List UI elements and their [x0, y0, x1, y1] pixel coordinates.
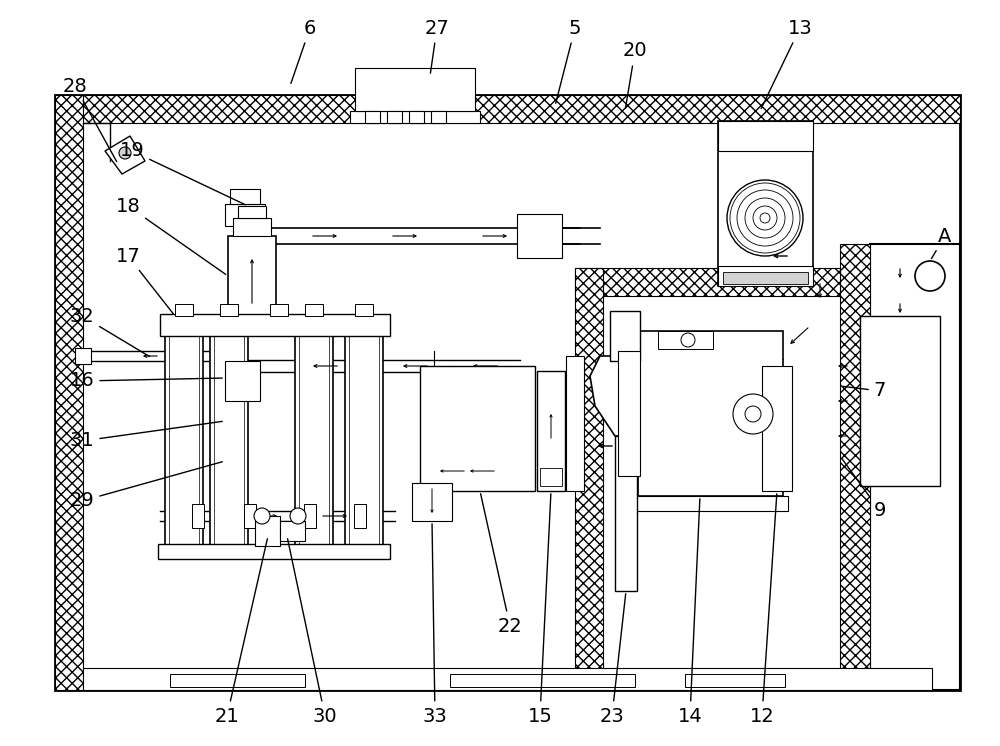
- Bar: [365, 111, 380, 123]
- Bar: [633, 496, 788, 511]
- Circle shape: [733, 394, 773, 434]
- Bar: [55, 95, 83, 690]
- Text: 23: 23: [600, 594, 626, 726]
- Bar: [860, 316, 940, 486]
- Bar: [412, 483, 452, 521]
- Text: 29: 29: [70, 462, 222, 510]
- Bar: [238, 206, 266, 218]
- Bar: [762, 366, 792, 491]
- Bar: [575, 268, 840, 296]
- Bar: [220, 304, 238, 316]
- Bar: [175, 304, 193, 316]
- Text: 30: 30: [288, 539, 337, 726]
- Text: 19: 19: [120, 142, 245, 205]
- Bar: [75, 348, 91, 364]
- Bar: [870, 244, 960, 690]
- Polygon shape: [105, 136, 145, 174]
- Bar: [214, 335, 244, 547]
- Bar: [537, 371, 565, 491]
- Bar: [718, 266, 813, 286]
- Circle shape: [290, 508, 306, 524]
- Text: 31: 31: [70, 421, 222, 451]
- Bar: [409, 111, 424, 123]
- Text: 16: 16: [70, 372, 222, 390]
- Bar: [160, 314, 390, 336]
- Circle shape: [745, 406, 761, 422]
- Bar: [349, 335, 379, 547]
- Bar: [169, 335, 199, 547]
- Text: 21: 21: [215, 539, 267, 726]
- Bar: [55, 95, 960, 690]
- Text: 22: 22: [481, 494, 522, 636]
- Circle shape: [119, 147, 131, 159]
- Bar: [305, 304, 323, 316]
- Text: 12: 12: [750, 494, 777, 726]
- Bar: [225, 361, 260, 401]
- Bar: [192, 504, 204, 528]
- Bar: [420, 366, 535, 491]
- Bar: [233, 218, 271, 236]
- Bar: [350, 111, 480, 123]
- Bar: [299, 335, 329, 547]
- Bar: [345, 331, 383, 551]
- Text: 7: 7: [843, 381, 886, 401]
- Text: 14: 14: [678, 499, 702, 726]
- Bar: [55, 95, 960, 123]
- Bar: [354, 504, 366, 528]
- Bar: [83, 668, 932, 690]
- Bar: [718, 121, 813, 151]
- Bar: [718, 121, 813, 286]
- Bar: [210, 331, 248, 551]
- Circle shape: [915, 261, 945, 291]
- Bar: [165, 331, 203, 551]
- Bar: [638, 331, 783, 496]
- Bar: [575, 268, 603, 690]
- Bar: [355, 304, 373, 316]
- Bar: [387, 111, 402, 123]
- Bar: [540, 468, 562, 486]
- Bar: [170, 674, 305, 687]
- Bar: [685, 674, 785, 687]
- Bar: [244, 504, 256, 528]
- Text: 6: 6: [291, 19, 316, 84]
- Bar: [723, 272, 808, 284]
- Bar: [431, 111, 446, 123]
- Bar: [225, 204, 265, 226]
- Bar: [304, 504, 316, 528]
- Bar: [840, 244, 870, 690]
- Bar: [658, 331, 713, 349]
- Polygon shape: [590, 356, 665, 436]
- Text: 13: 13: [761, 19, 812, 108]
- Bar: [517, 214, 562, 258]
- Text: 17: 17: [116, 246, 173, 314]
- Text: 20: 20: [623, 42, 647, 108]
- Bar: [615, 436, 637, 591]
- Bar: [355, 68, 475, 111]
- Bar: [618, 351, 640, 476]
- Bar: [230, 189, 260, 204]
- Text: 15: 15: [528, 494, 552, 726]
- Text: 18: 18: [116, 196, 226, 275]
- Text: 27: 27: [425, 19, 449, 73]
- Bar: [158, 544, 390, 559]
- Bar: [610, 311, 640, 361]
- Bar: [270, 304, 288, 316]
- Circle shape: [727, 180, 803, 256]
- Bar: [228, 236, 276, 331]
- Text: 5: 5: [556, 19, 581, 103]
- Circle shape: [254, 508, 270, 524]
- Text: 28: 28: [63, 77, 117, 162]
- Bar: [295, 331, 333, 551]
- Text: 9: 9: [842, 458, 886, 521]
- Bar: [280, 521, 305, 541]
- Bar: [450, 674, 635, 687]
- Circle shape: [681, 333, 695, 347]
- Text: A: A: [931, 227, 952, 259]
- Bar: [566, 356, 584, 491]
- Text: 32: 32: [70, 307, 150, 357]
- Text: 33: 33: [423, 524, 447, 726]
- Bar: [255, 516, 280, 546]
